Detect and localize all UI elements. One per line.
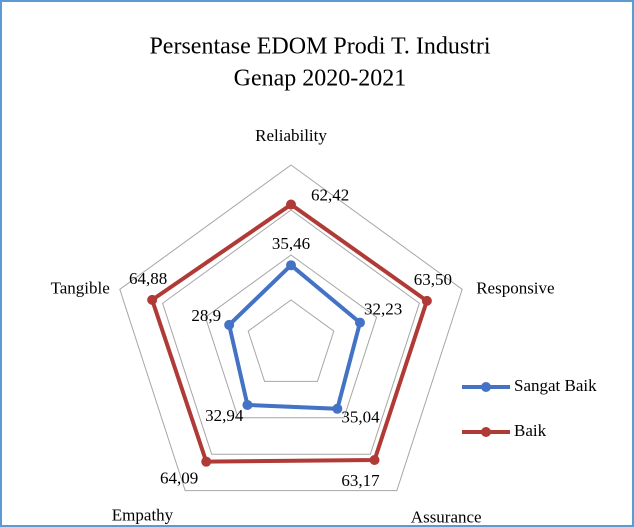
value-label: 63,50 [414, 270, 452, 289]
grid-ring [119, 164, 463, 492]
value-label: 62,42 [311, 185, 349, 204]
chart-title: Persentase EDOM Prodi T. Industri [149, 34, 490, 60]
legend-label: Baik [514, 421, 547, 440]
value-label: 63,17 [341, 471, 380, 490]
category-label: Empathy [112, 506, 174, 525]
marker [286, 260, 296, 271]
value-label: 28,9 [191, 306, 221, 325]
value-label: 35,04 [341, 408, 380, 427]
value-label: 64,09 [160, 469, 198, 488]
category-label: Reliability [255, 126, 327, 145]
value-label: 64,88 [129, 269, 167, 288]
marker [332, 403, 343, 414]
series-line [149, 202, 430, 464]
legend-marker [481, 382, 491, 392]
marker [201, 456, 212, 467]
value-label: 35,46 [272, 234, 310, 253]
series-line [226, 262, 363, 411]
grid-ring [204, 254, 378, 419]
marker [242, 399, 253, 410]
marker [369, 454, 380, 465]
grid-ring [162, 209, 420, 455]
grid-ring [247, 299, 335, 382]
marker [354, 317, 365, 328]
marker [286, 199, 296, 210]
legend-marker [481, 427, 491, 437]
marker [224, 319, 235, 330]
category-label: Responsive [476, 278, 554, 297]
category-label: Tangible [51, 278, 110, 297]
value-label: 32,23 [364, 299, 402, 318]
category-label: Assurance [411, 508, 482, 527]
legend-label: Sangat Baik [514, 376, 597, 395]
marker [147, 294, 158, 305]
value-label: 32,94 [205, 406, 244, 425]
marker [421, 295, 432, 306]
chart-title: Genap 2020-2021 [234, 66, 407, 92]
